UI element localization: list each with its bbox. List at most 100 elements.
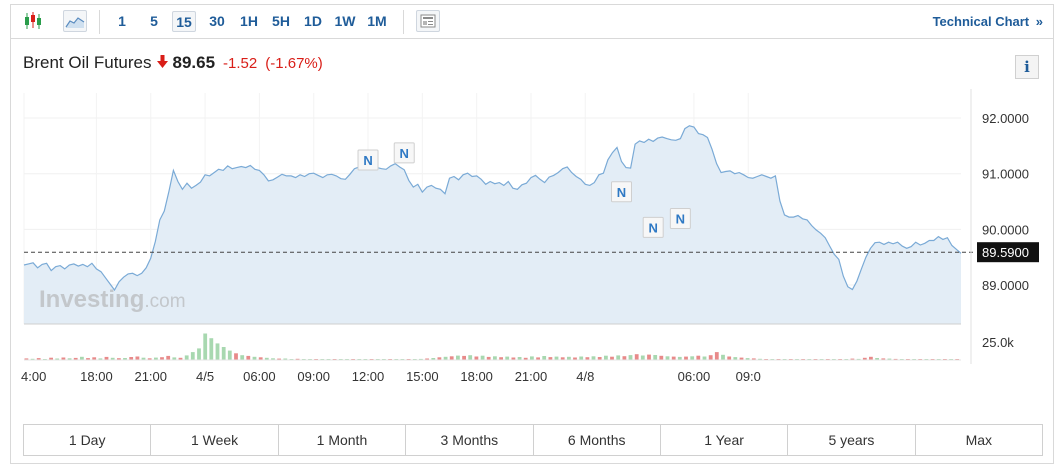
range-max[interactable]: Max	[965, 432, 993, 448]
volume-bar	[258, 357, 263, 360]
x-tick-label: 18:00	[460, 369, 493, 384]
period-5h[interactable]: 5H	[272, 13, 290, 29]
volume-bar	[419, 358, 423, 360]
period-30[interactable]: 30	[209, 13, 225, 29]
period-1d[interactable]: 1D	[304, 13, 322, 29]
range-3-months[interactable]: 3 Months	[406, 425, 534, 455]
volume-bar	[610, 356, 614, 360]
volume-bar	[702, 356, 707, 360]
toolbar-divider	[403, 10, 404, 34]
volume-bar	[480, 355, 485, 360]
range-6-months[interactable]: 6 Months	[534, 425, 661, 455]
news-marker-label: N	[617, 185, 626, 200]
volume-bar	[869, 356, 873, 360]
x-tick-label: 4/5	[196, 369, 214, 384]
info-button[interactable]: i	[1015, 55, 1039, 79]
volume-bar	[579, 356, 584, 360]
volume-bar	[437, 357, 442, 360]
technical-chart-link[interactable]: Technical Chart »	[933, 14, 1043, 29]
volume-bar	[517, 357, 522, 360]
volume-bar	[147, 358, 152, 360]
volume-bar	[634, 354, 639, 360]
volume-bar	[548, 357, 553, 360]
volume-bar	[493, 356, 497, 360]
volume-bar	[209, 338, 214, 360]
period-1h[interactable]: 1H	[240, 13, 258, 29]
volume-bar	[690, 356, 695, 360]
quote-header: Brent Oil Futures 89.65 -1.52 (-1.67%)	[23, 53, 323, 75]
news-marker	[669, 208, 691, 230]
volume-bar	[141, 357, 146, 360]
time-range-selector: 1 Day 1 Week 1 Month 3 Months 6 Months 1…	[23, 424, 1043, 456]
period-1[interactable]: 1	[118, 13, 126, 29]
volume-bar	[708, 355, 713, 360]
y-tick-label: 90.0000	[982, 222, 1029, 237]
x-tick-label: 4/8	[576, 369, 594, 384]
volume-bar	[739, 357, 744, 360]
range-5-years[interactable]: 5 years	[788, 425, 916, 455]
price-change: -1.52	[223, 55, 258, 72]
volume-bar	[184, 355, 189, 360]
area-chart-icon[interactable]	[63, 10, 87, 32]
price-chart: Investing.com 92.0000 91.0000 90.0000 89.000…	[21, 89, 1039, 384]
range-1-year[interactable]: 1 Year	[661, 425, 789, 455]
range-1-day[interactable]: 1 Day	[24, 425, 152, 455]
y-tick-label: 92.0000	[982, 111, 1029, 126]
volume-bar	[123, 358, 127, 360]
news-marker	[611, 181, 633, 203]
technical-chart-label: Technical Chart	[932, 14, 1030, 29]
volume-bar	[55, 358, 60, 360]
watermark-logo: Investing.com	[39, 286, 186, 313]
x-tick-label: 12:00	[352, 369, 385, 384]
news-marker-label: N	[363, 153, 372, 168]
volume-bar	[875, 358, 879, 360]
volume-bar	[129, 357, 134, 360]
volume-bar	[227, 350, 232, 360]
volume-bar	[49, 357, 53, 360]
volume-bar	[240, 355, 245, 360]
period-15[interactable]: 15	[172, 11, 196, 32]
volume-bar	[449, 356, 454, 360]
volume-bar	[190, 352, 195, 360]
volume-bar	[733, 357, 738, 360]
volume-bar	[92, 357, 97, 360]
volume-bar	[135, 356, 140, 360]
news-toggle-icon[interactable]	[416, 10, 440, 32]
price-change-percent: (-1.67%)	[265, 55, 323, 72]
volume-bar	[554, 356, 559, 360]
volume-bar	[178, 357, 183, 360]
period-1w[interactable]: 1W	[334, 13, 356, 29]
volume-bar	[677, 356, 682, 360]
chart-widget: 1 5 15 30 1H 5H 1D 1W 1M Technical Chart…	[10, 4, 1054, 464]
news-marker-label: N	[648, 220, 657, 235]
volume-bar	[560, 357, 565, 360]
volume-bar	[166, 355, 171, 360]
volume-bar	[597, 357, 602, 360]
volume-bar	[474, 356, 479, 360]
volume-bar	[468, 355, 473, 360]
range-1-month[interactable]: 1 Month	[279, 425, 407, 455]
range-1-week[interactable]: 1 Week	[151, 425, 279, 455]
volume-bar	[110, 357, 115, 360]
volume-bar	[104, 356, 109, 360]
volume-bar	[616, 355, 621, 360]
period-1m[interactable]: 1M	[367, 13, 387, 29]
volume-bar	[271, 358, 275, 360]
volume-bar	[511, 357, 516, 360]
volume-bar	[443, 356, 448, 360]
volume-bar	[530, 356, 534, 360]
volume-bar	[499, 357, 503, 360]
volume-bar	[647, 354, 651, 360]
volume-bar	[653, 355, 658, 360]
volume-bar	[486, 356, 491, 360]
news-marker	[393, 142, 415, 164]
volume-bar	[542, 356, 547, 360]
news-marker-label: N	[676, 212, 685, 227]
x-tick-label: 4:00	[21, 369, 46, 384]
volume-bar	[30, 358, 35, 360]
candlestick-icon[interactable]	[21, 10, 45, 32]
volume-bar	[24, 358, 29, 360]
volume-bar	[86, 358, 90, 360]
period-5[interactable]: 5	[150, 13, 158, 29]
volume-bar	[567, 356, 571, 360]
